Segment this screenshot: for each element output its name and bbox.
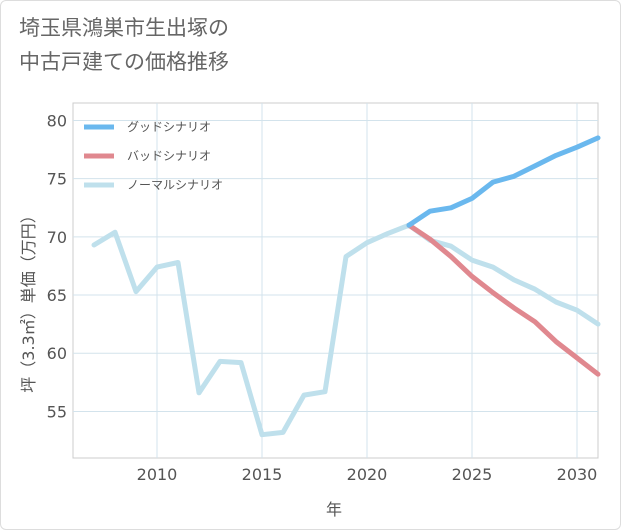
y-tick-label: 75: [47, 170, 67, 189]
legend-label: バッドシナリオ: [127, 149, 211, 163]
series-line-2: [91, 222, 601, 438]
y-tick-label: 60: [47, 344, 67, 363]
x-tick-label: 2030: [557, 465, 598, 484]
chart-title-line-1: 埼玉県鴻巣市生出塚の: [19, 16, 229, 40]
x-axis-title: 年: [326, 500, 342, 519]
series-line-0: [406, 135, 601, 228]
chart-title: 埼玉県鴻巣市生出塚の 中古戸建ての価格推移: [19, 11, 229, 79]
y-tick-label: 80: [47, 111, 67, 130]
y-tick-label: 55: [47, 402, 67, 421]
x-tick-label: 2010: [137, 465, 178, 484]
x-tick-label: 2025: [452, 465, 493, 484]
x-tick-label: 2020: [347, 465, 388, 484]
series-line-1: [406, 222, 601, 377]
legend-label: グッドシナリオ: [127, 120, 211, 134]
x-tick-label: 2015: [242, 465, 283, 484]
legend-label: ノーマルシナリオ: [127, 178, 223, 192]
y-tick-label: 70: [47, 228, 67, 247]
series-lines: [91, 135, 601, 438]
tick-labels: 2010 2015 2020 2025 2030 55 60 65 70 75 80: [47, 111, 598, 484]
y-tick-label: 65: [47, 286, 67, 305]
chart-title-line-2: 中古戸建ての価格推移: [19, 50, 229, 74]
y-axis-title: 坪（3.3㎡）単価（万円）: [19, 207, 38, 392]
